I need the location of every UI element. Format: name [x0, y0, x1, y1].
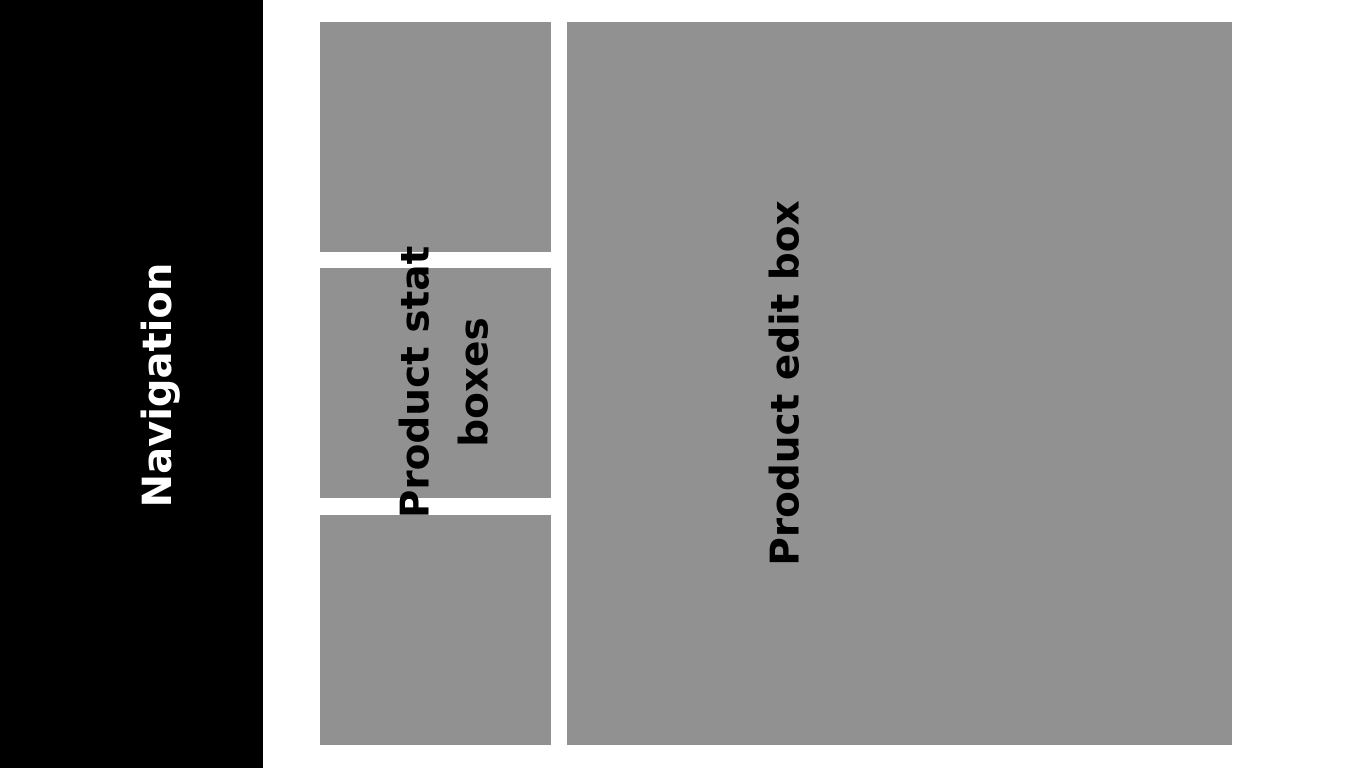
- navigation-label: Navigation: [135, 262, 181, 508]
- product-stat-box-3: [320, 515, 551, 745]
- product-stat-boxes-label: Product stat boxes: [393, 245, 498, 519]
- product-edit-box: [567, 22, 1232, 745]
- navigation-panel: [0, 0, 263, 768]
- product-stat-box-2: [320, 268, 551, 498]
- product-stat-box-1: [320, 22, 551, 252]
- product-edit-box-label: Product edit box: [763, 200, 809, 566]
